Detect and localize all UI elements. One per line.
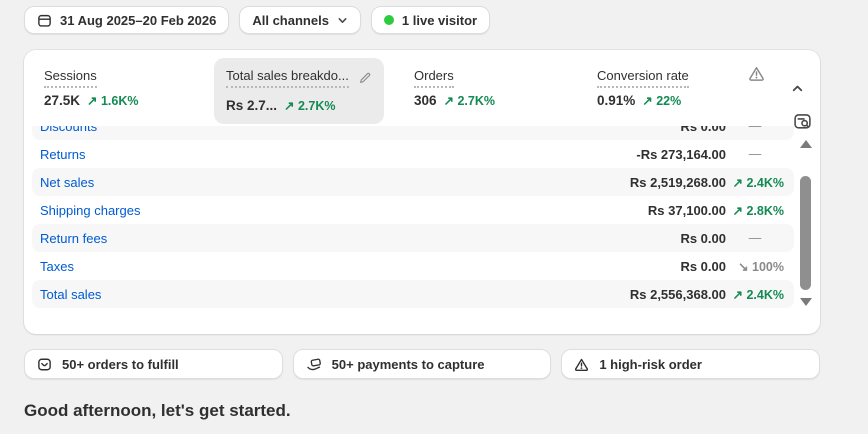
action-label: 1 high-risk order bbox=[599, 356, 702, 372]
table-row-discounts: Discounts Rs 0.00 — bbox=[32, 126, 794, 140]
row-delta: — bbox=[748, 126, 762, 133]
action-label: 50+ orders to fulfill bbox=[62, 356, 179, 372]
sales-breakdown-table: Discounts Rs 0.00 — Returns -Rs 273,164.… bbox=[32, 126, 794, 322]
payments-icon bbox=[306, 357, 322, 372]
metric-delta: 22% bbox=[642, 94, 681, 108]
pencil-icon[interactable] bbox=[358, 71, 372, 85]
metric-label: Conversion rate bbox=[597, 68, 689, 88]
table-row-taxes: Taxes Rs 0.00 100% bbox=[32, 252, 794, 280]
row-delta: — bbox=[748, 147, 762, 161]
row-label-link[interactable]: Total sales bbox=[40, 286, 102, 302]
row-label-link[interactable]: Returns bbox=[40, 146, 86, 162]
high-risk-order-button[interactable]: 1 high-risk order bbox=[561, 349, 821, 379]
metric-total-sales-breakdown[interactable]: Total sales breakdo... Rs 2.7... 2.7K% bbox=[214, 58, 384, 124]
row-label-link[interactable]: Return fees bbox=[40, 230, 108, 246]
collapse-card-button[interactable] bbox=[789, 80, 806, 100]
date-range-button[interactable]: 31 Aug 2025–20 Feb 2026 bbox=[24, 6, 230, 34]
metric-orders[interactable]: Orders 306 2.7K% bbox=[414, 68, 495, 108]
table-row-net-sales: Net sales Rs 2,519,268.00 2.4K% bbox=[32, 168, 794, 196]
row-delta: 2.4K% bbox=[726, 287, 784, 302]
date-range-label: 31 Aug 2025–20 Feb 2026 bbox=[60, 12, 217, 28]
action-label: 50+ payments to capture bbox=[331, 356, 485, 372]
metric-delta: 1.6K% bbox=[87, 94, 138, 108]
metric-conversion-rate[interactable]: Conversion rate 0.91% 22% bbox=[597, 68, 689, 108]
warning-icon bbox=[748, 65, 765, 82]
row-delta: 2.8K% bbox=[726, 203, 784, 218]
scroll-up-arrow[interactable] bbox=[800, 140, 812, 148]
metrics-header: Sessions 27.5K 1.6K% Total sales breakdo.… bbox=[24, 50, 820, 124]
row-label-link[interactable]: Discounts bbox=[40, 126, 98, 134]
metric-value: Rs 2.7... bbox=[226, 98, 278, 113]
warning-icon bbox=[574, 357, 589, 372]
live-visitors-label: 1 live visitor bbox=[401, 12, 478, 28]
metric-delta: 2.7K% bbox=[284, 99, 335, 113]
row-delta: 2.4K% bbox=[726, 175, 784, 190]
metric-label: Total sales breakdo... bbox=[226, 68, 349, 88]
metric-value: 0.91% bbox=[597, 93, 636, 108]
row-value: Rs 0.00 bbox=[680, 230, 726, 246]
metric-sessions[interactable]: Sessions 27.5K 1.6K% bbox=[44, 68, 139, 108]
row-delta: 100% bbox=[726, 259, 784, 274]
live-dot-icon bbox=[383, 15, 394, 25]
row-delta: — bbox=[748, 231, 762, 245]
row-value: Rs 0.00 bbox=[680, 258, 726, 274]
view-report-icon[interactable] bbox=[793, 112, 812, 134]
topbar: 31 Aug 2025–20 Feb 2026 All channels 1 l… bbox=[24, 6, 491, 34]
metric-label: Sessions bbox=[44, 68, 97, 88]
table-row-total-sales: Total sales Rs 2,556,368.00 2.4K% bbox=[32, 280, 794, 308]
metric-label: Orders bbox=[414, 68, 454, 88]
row-value: Rs 37,100.00 bbox=[647, 202, 726, 218]
row-value: Rs 2,519,268.00 bbox=[629, 174, 726, 190]
live-visitors-button[interactable]: 1 live visitor bbox=[370, 6, 491, 34]
table-row-return-fees: Return fees Rs 0.00 — bbox=[32, 224, 794, 252]
row-label-link[interactable]: Taxes bbox=[40, 258, 74, 274]
scrollbar-thumb[interactable] bbox=[800, 176, 811, 290]
metric-value: 306 bbox=[414, 93, 437, 108]
orders-icon bbox=[37, 357, 52, 372]
table-scrollbar[interactable] bbox=[798, 126, 814, 322]
payments-to-capture-button[interactable]: 50+ payments to capture bbox=[292, 349, 552, 379]
quick-actions: 50+ orders to fulfill 50+ payments to ca… bbox=[24, 349, 821, 379]
metric-delta: 2.7K% bbox=[444, 94, 495, 108]
greeting-heading: Good afternoon, let's get started. bbox=[24, 401, 291, 420]
row-value: Rs 0.00 bbox=[680, 126, 726, 134]
analytics-card: Sessions 27.5K 1.6K% Total sales breakdo.… bbox=[24, 50, 820, 334]
metric-value: 27.5K bbox=[44, 93, 81, 108]
channels-label: All channels bbox=[252, 12, 329, 28]
calendar-icon bbox=[37, 13, 52, 28]
chevron-up-icon bbox=[791, 82, 804, 95]
orders-to-fulfill-button[interactable]: 50+ orders to fulfill bbox=[24, 349, 283, 379]
table-row-shipping-charges: Shipping charges Rs 37,100.00 2.8K% bbox=[32, 196, 794, 224]
row-value: -Rs 273,164.00 bbox=[636, 146, 726, 162]
chevron-down-icon bbox=[337, 15, 348, 26]
table-row-returns: Returns -Rs 273,164.00 — bbox=[32, 140, 794, 168]
scroll-down-arrow[interactable] bbox=[800, 298, 812, 306]
row-label-link[interactable]: Shipping charges bbox=[40, 202, 141, 218]
row-value: Rs 2,556,368.00 bbox=[629, 286, 726, 302]
row-label-link[interactable]: Net sales bbox=[40, 174, 95, 190]
channels-dropdown[interactable]: All channels bbox=[239, 6, 361, 34]
